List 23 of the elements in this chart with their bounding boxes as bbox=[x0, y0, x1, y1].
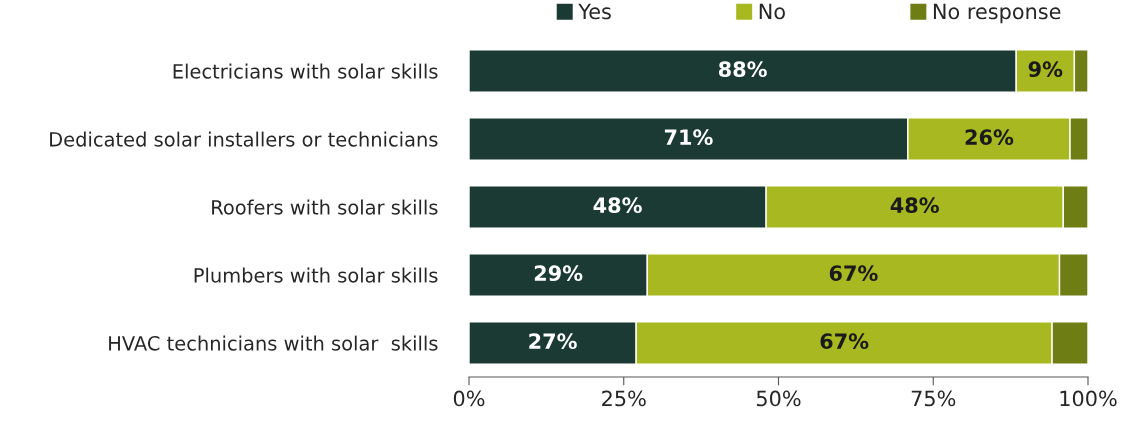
y-tick-label: Plumbers with solar skills bbox=[194, 267, 438, 283]
data-label: 67% bbox=[820, 333, 869, 350]
data-label: 9% bbox=[1028, 61, 1063, 78]
data-label: 27% bbox=[529, 333, 577, 350]
x-tick-label: 25% bbox=[602, 390, 646, 407]
data-label: 29% bbox=[534, 265, 583, 282]
data-label: 48% bbox=[890, 197, 939, 214]
x-tick-label: 0% bbox=[453, 390, 485, 407]
legend-label: Yes bbox=[578, 3, 611, 20]
legend-label: No response bbox=[933, 3, 1061, 24]
data-label: 88% bbox=[718, 61, 767, 78]
legend-label: No bbox=[759, 3, 785, 20]
y-tick-label: Dedicated solar installers or technicians bbox=[50, 131, 438, 147]
data-label: 71% bbox=[664, 129, 713, 146]
x-tick-label: 75% bbox=[911, 390, 956, 407]
x-tick-label: 100% bbox=[1060, 390, 1117, 407]
y-tick-label: Electricians with solar skills bbox=[173, 63, 438, 79]
data-label: 26% bbox=[965, 129, 1014, 146]
data-label: 67% bbox=[829, 265, 878, 282]
y-tick-label: Roofers with solar skills bbox=[212, 199, 438, 215]
data-label: 48% bbox=[593, 197, 642, 214]
y-tick-label: HVAC technicians with solar skills bbox=[109, 335, 438, 351]
x-tick-label: 50% bbox=[756, 390, 801, 407]
